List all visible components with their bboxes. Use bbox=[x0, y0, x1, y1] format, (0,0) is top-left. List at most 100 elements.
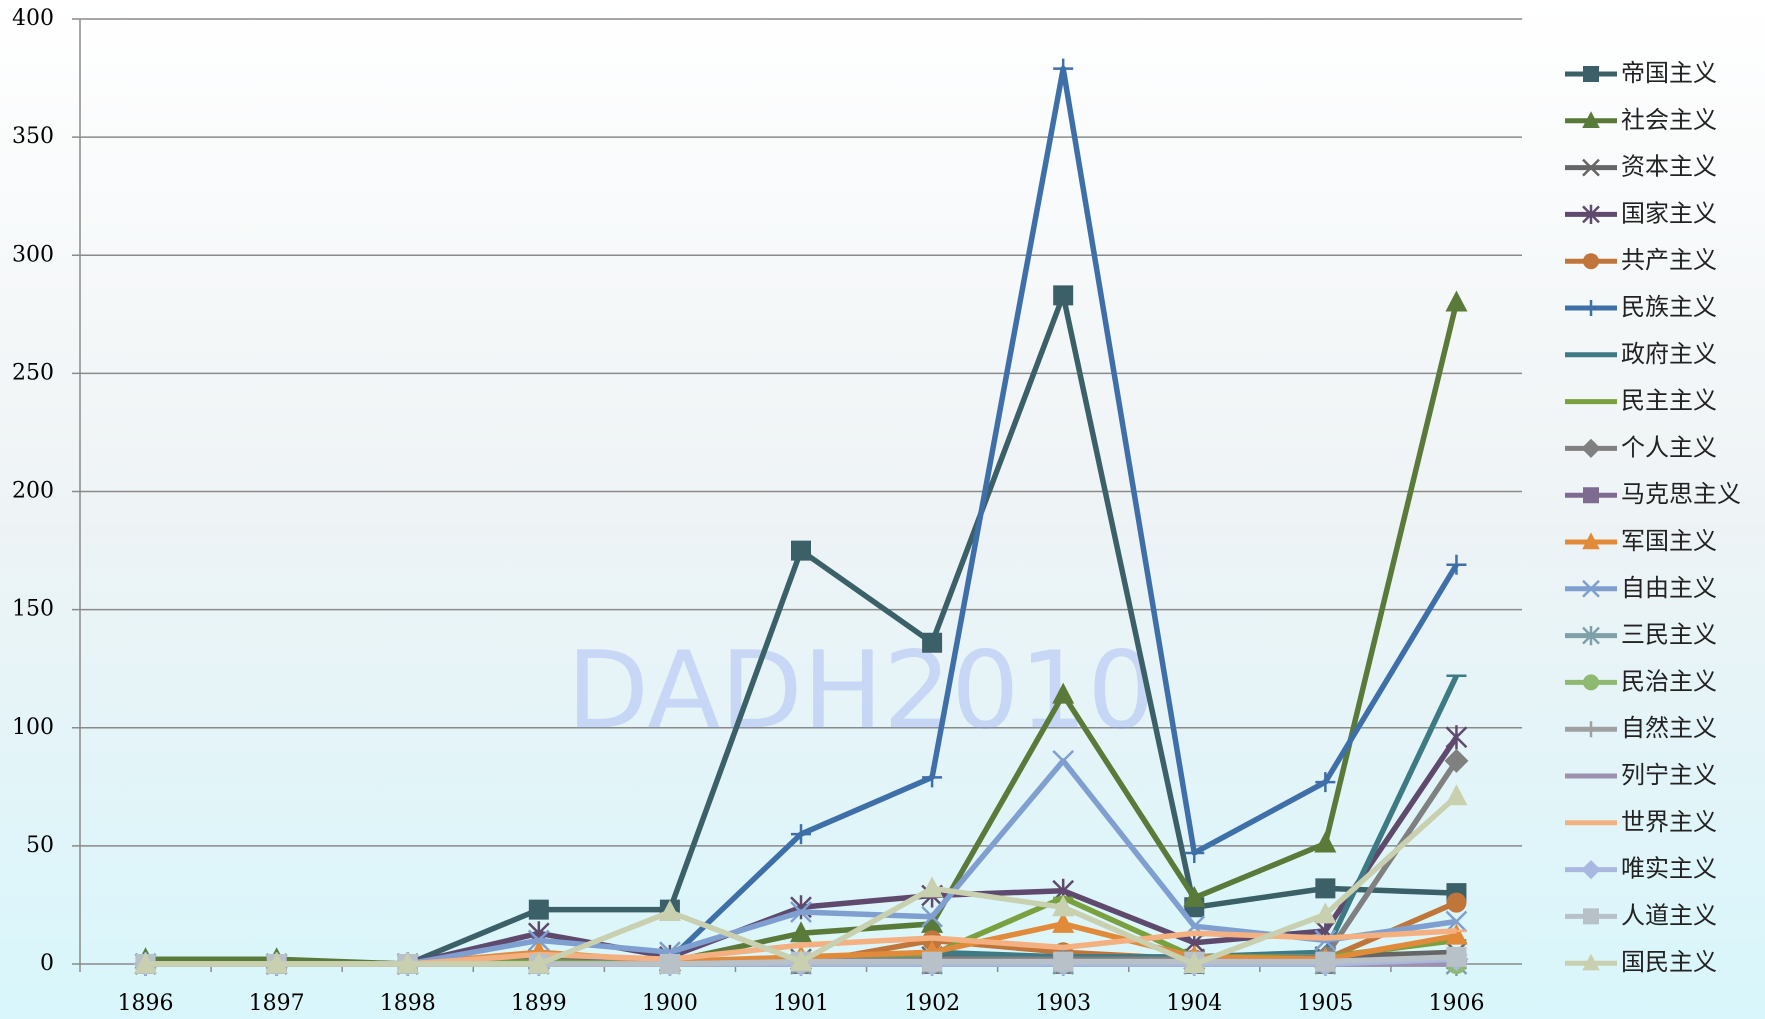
marker bbox=[1582, 204, 1600, 224]
marker bbox=[1052, 749, 1075, 772]
x-tick-label: 1904 bbox=[1166, 991, 1222, 1016]
marker bbox=[1583, 300, 1599, 316]
marker bbox=[134, 952, 157, 973]
legend-label: 民主主义 bbox=[1621, 387, 1717, 415]
marker bbox=[1583, 908, 1599, 925]
y-tick-label: 150 bbox=[12, 597, 54, 622]
x-tick-label: 1896 bbox=[118, 991, 174, 1016]
marker bbox=[1581, 438, 1601, 458]
marker bbox=[921, 905, 943, 928]
legend-label: 列宁主义 bbox=[1621, 761, 1717, 789]
marker bbox=[1445, 725, 1468, 750]
legend-label: 国民主义 bbox=[1621, 948, 1717, 976]
marker bbox=[1582, 158, 1600, 177]
x-tick-label: 1906 bbox=[1428, 991, 1484, 1016]
marker bbox=[1582, 953, 1600, 971]
marker bbox=[528, 899, 549, 920]
x-tick-label: 1899 bbox=[511, 991, 567, 1016]
legend-label: 马克思主义 bbox=[1621, 480, 1741, 508]
marker bbox=[396, 952, 419, 973]
marker bbox=[1582, 626, 1600, 646]
marker bbox=[658, 900, 681, 922]
marker bbox=[265, 952, 288, 973]
legend-label: 军国主义 bbox=[1621, 527, 1717, 555]
marker bbox=[1583, 721, 1599, 738]
marker bbox=[922, 767, 943, 788]
marker bbox=[1446, 554, 1467, 575]
legend: 帝国主义社会主义资本主义国家主义共产主义民族主义政府主义民主主义个人主义马克思主… bbox=[1565, 59, 1741, 976]
legend-label: 人道主义 bbox=[1621, 901, 1717, 929]
marker bbox=[1445, 784, 1468, 806]
marker bbox=[1053, 58, 1074, 79]
legend-label: 民族主义 bbox=[1621, 293, 1717, 321]
marker bbox=[1053, 285, 1074, 306]
marker bbox=[1183, 952, 1206, 973]
marker bbox=[1053, 951, 1074, 972]
marker bbox=[1446, 946, 1467, 967]
marker bbox=[527, 952, 550, 973]
legend-label: 民治主义 bbox=[1621, 667, 1717, 695]
marker bbox=[1583, 66, 1599, 82]
x-tick-label: 1903 bbox=[1035, 991, 1091, 1016]
y-tick-label: 400 bbox=[12, 6, 54, 31]
marker bbox=[922, 632, 943, 653]
legend-label: 资本主义 bbox=[1621, 153, 1717, 181]
x-tick-label: 1897 bbox=[249, 991, 305, 1016]
marker bbox=[1444, 748, 1469, 773]
y-tick-label: 350 bbox=[12, 124, 54, 149]
marker bbox=[1445, 290, 1468, 312]
marker bbox=[1314, 831, 1337, 853]
marker bbox=[1184, 842, 1205, 863]
y-tick-label: 0 bbox=[40, 951, 54, 976]
marker bbox=[922, 951, 943, 972]
y-tick-label: 200 bbox=[12, 479, 54, 504]
legend-label: 世界主义 bbox=[1621, 808, 1717, 836]
marker bbox=[790, 949, 812, 971]
legend-label: 自由主义 bbox=[1621, 574, 1717, 602]
plot bbox=[133, 58, 1469, 976]
marker bbox=[1583, 674, 1599, 691]
marker bbox=[791, 824, 811, 845]
marker bbox=[921, 911, 944, 933]
legend-label: 国家主义 bbox=[1621, 199, 1717, 227]
y-tick-label: 250 bbox=[12, 360, 54, 385]
x-tick-label: 1901 bbox=[773, 991, 829, 1016]
legend-label: 共产主义 bbox=[1621, 246, 1717, 274]
marker bbox=[1583, 487, 1599, 504]
marker bbox=[1315, 878, 1336, 899]
x-tick-label: 1898 bbox=[380, 991, 436, 1016]
legend-label: 社会主义 bbox=[1621, 106, 1717, 134]
x-tick-label: 1902 bbox=[904, 991, 960, 1016]
marker bbox=[1315, 951, 1336, 972]
marker bbox=[1315, 772, 1336, 793]
watermark: DADH2010 bbox=[567, 629, 1156, 753]
marker bbox=[1582, 111, 1600, 128]
marker bbox=[790, 921, 812, 943]
legend-label: 个人主义 bbox=[1621, 433, 1717, 461]
x-tick-label: 1900 bbox=[642, 991, 698, 1016]
marker bbox=[1581, 860, 1601, 880]
marker bbox=[527, 929, 550, 952]
marker bbox=[1183, 885, 1206, 907]
marker bbox=[1314, 902, 1337, 924]
marker bbox=[1582, 579, 1600, 598]
x-tick-label: 1905 bbox=[1297, 991, 1353, 1016]
marker bbox=[1052, 682, 1075, 704]
legend-label: 政府主义 bbox=[1621, 340, 1717, 368]
legend-label: 帝国主义 bbox=[1621, 59, 1717, 87]
marker bbox=[1052, 911, 1075, 933]
marker bbox=[1445, 923, 1468, 945]
marker bbox=[1446, 892, 1467, 913]
y-tick-label: 300 bbox=[12, 242, 54, 267]
grid: 0 50 100 150 200 250 300 350 400 1896 1897 1898 1899… bbox=[12, 6, 1522, 1016]
marker bbox=[1052, 895, 1075, 917]
legend-label: 唯实主义 bbox=[1621, 855, 1717, 883]
marker bbox=[791, 540, 811, 561]
y-tick-label: 100 bbox=[12, 715, 54, 740]
marker bbox=[790, 901, 812, 923]
marker bbox=[1583, 253, 1599, 270]
y-tick-label: 50 bbox=[26, 833, 54, 858]
marker bbox=[921, 876, 944, 898]
